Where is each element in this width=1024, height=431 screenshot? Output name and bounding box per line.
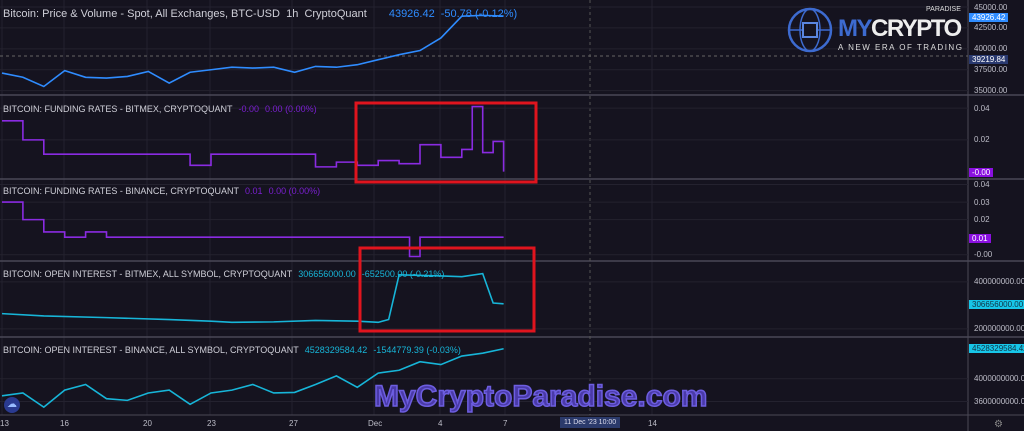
y-tick-label: 45000.00 bbox=[974, 2, 1008, 12]
logo-wordmark: MYCRYPTO bbox=[838, 15, 962, 42]
y-tick-label: 37500.00 bbox=[974, 65, 1008, 75]
y-tick-label: 200000000.00 bbox=[974, 324, 1024, 334]
series-line-1 bbox=[2, 105, 505, 172]
series-line-0 bbox=[1, 14, 504, 88]
crosshair-time-label: 11 Dec '23 10:00 bbox=[560, 417, 621, 428]
mycrypto-logo: MYCRYPTO PARADISE A NEW ERA OF TRADING bbox=[786, 6, 966, 56]
highlight-box-bitmex-funding bbox=[354, 101, 538, 184]
x-tick: 23 bbox=[207, 419, 216, 428]
watermark-url: MyCryptoParadise.com bbox=[373, 380, 708, 414]
x-tick: Dec bbox=[368, 419, 383, 428]
x-tick: 4 bbox=[438, 419, 443, 428]
y-tick-label: 0.02 bbox=[974, 215, 990, 225]
price-last-tag: 43926.42 bbox=[969, 13, 1009, 22]
binance-funding-tag: 0.01 bbox=[969, 234, 991, 243]
y-tick-label: 0.04 bbox=[974, 180, 990, 189]
globe-icon bbox=[787, 7, 833, 53]
highlight-box-bitmex-oi bbox=[358, 246, 536, 333]
series-line-2 bbox=[2, 201, 504, 258]
series-line-3 bbox=[1, 272, 504, 324]
logo-small-text: PARADISE bbox=[926, 6, 961, 13]
logo-tagline: A NEW ERA OF TRADING bbox=[838, 43, 964, 52]
y-tick-label: 0.02 bbox=[974, 135, 990, 145]
price-crosshair-tag: 39219.84 bbox=[969, 55, 1009, 64]
x-tick: 20 bbox=[143, 419, 152, 428]
bitmex-oi-title: BITCOIN: OPEN INTEREST - BITMEX, ALL SYM… bbox=[3, 269, 445, 279]
x-tick: 16 bbox=[60, 419, 69, 428]
x-tick: 14 bbox=[648, 419, 657, 428]
x-tick: 13 bbox=[0, 419, 9, 428]
y-tick-label: 40000.00 bbox=[974, 44, 1008, 54]
binance-oi-tag: 4528329584.42 bbox=[969, 344, 1024, 353]
y-tick-label: 3600000000.00 bbox=[974, 397, 1024, 406]
y-tick-label: 0.04 bbox=[974, 103, 990, 113]
bitmex-oi-tag: 306656000.00 bbox=[969, 300, 1024, 309]
bitmex-funding-tag: -0.00 bbox=[969, 168, 994, 177]
y-tick-label: 4000000000.00 bbox=[974, 374, 1024, 384]
y-tick-label: 0.03 bbox=[974, 197, 990, 207]
x-tick: 27 bbox=[289, 419, 298, 428]
binance-oi-title: BITCOIN: OPEN INTEREST - BINANCE, ALL SY… bbox=[3, 345, 461, 355]
y-tick-label: 42500.00 bbox=[974, 23, 1008, 33]
price-pane-title: Bitcoin: Price & Volume - Spot, All Exch… bbox=[3, 8, 518, 20]
x-tick: 7 bbox=[503, 419, 508, 428]
cryptoquant-logo-icon[interactable]: ☁ bbox=[4, 397, 20, 413]
binance-funding-title: BITCOIN: FUNDING RATES - BINANCE, CRYPTO… bbox=[3, 186, 321, 196]
y-tick-label: 400000000.00 bbox=[974, 277, 1024, 287]
bitmex-funding-title: BITCOIN: FUNDING RATES - BITMEX, CRYPTOQ… bbox=[3, 104, 317, 114]
settings-gear-icon[interactable]: ⚙ bbox=[994, 419, 1003, 430]
y-tick-label: -0.00 bbox=[974, 250, 993, 260]
y-tick-label: 35000.00 bbox=[974, 86, 1008, 96]
